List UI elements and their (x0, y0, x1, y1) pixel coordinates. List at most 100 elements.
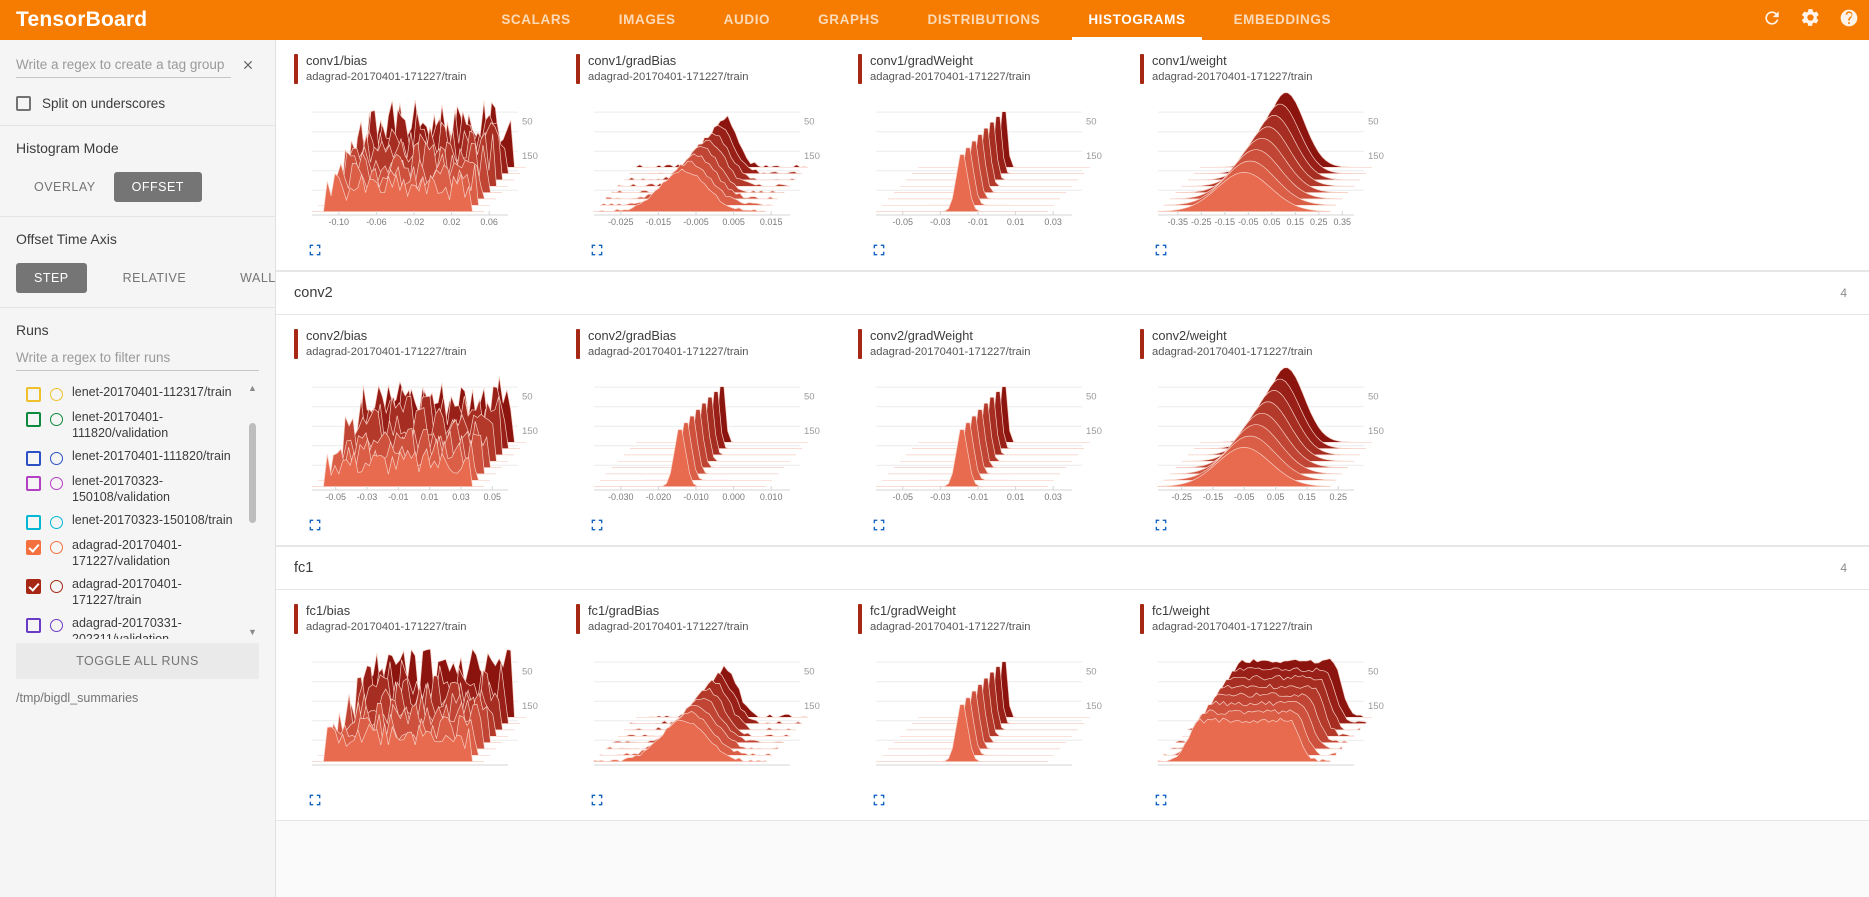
histogram-card[interactable]: conv2/gradWeight adagrad-20170401-171227/… (858, 327, 1140, 541)
run-color-dot[interactable] (50, 477, 63, 490)
histogram-card[interactable]: conv1/gradBias adagrad-20170401-171227/tr… (576, 52, 858, 266)
histogram-card[interactable]: conv1/gradWeight adagrad-20170401-171227/… (858, 52, 1140, 266)
tab-histograms[interactable]: HISTOGRAMS (1064, 0, 1209, 40)
histogram-card[interactable]: conv2/bias adagrad-20170401-171227/train 5… (294, 327, 576, 541)
split-underscores-checkbox[interactable] (16, 96, 31, 111)
run-color-dot[interactable] (50, 413, 63, 426)
help-icon[interactable] (1839, 8, 1859, 33)
offset-axis-step-button[interactable]: STEP (16, 263, 87, 293)
tab-audio[interactable]: AUDIO (723, 12, 771, 27)
run-checkbox[interactable] (26, 579, 41, 594)
expand-icon[interactable] (858, 512, 886, 537)
histogram-card[interactable]: conv2/gradBias adagrad-20170401-171227/tr… (576, 327, 858, 541)
tab-images[interactable]: IMAGES (618, 12, 676, 27)
tag-regex-input[interactable] (16, 55, 231, 78)
tab-scalars[interactable]: SCALARS (501, 12, 571, 27)
histogram-plot[interactable]: 50 150 (858, 642, 1140, 787)
run-color-bar (858, 329, 862, 359)
run-color-dot[interactable] (50, 541, 63, 554)
histogram-card[interactable]: conv1/weight adagrad-20170401-171227/trai… (1140, 52, 1422, 266)
histogram-plot[interactable]: 50 150 -0.05 -0.03 -0.01 0.01 0.03 (858, 367, 1140, 512)
run-color-dot[interactable] (50, 619, 63, 632)
histogram-card[interactable]: fc1/gradBias adagrad-20170401-171227/trai… (576, 602, 858, 816)
tab-distributions[interactable]: DISTRIBUTIONS (927, 12, 1041, 27)
run-item[interactable]: lenet-20170401-111820/train (16, 445, 243, 470)
toggle-all-runs-button[interactable]: TOGGLE ALL RUNS (16, 643, 259, 679)
histogram-card[interactable]: fc1/weight adagrad-20170401-171227/train 5… (1140, 602, 1422, 816)
expand-icon[interactable] (576, 787, 604, 812)
run-item[interactable]: lenet-20170323-150108/validation (16, 470, 243, 509)
histogram-mode-overlay-button[interactable]: OVERLAY (16, 172, 114, 202)
charts-row: conv1/bias adagrad-20170401-171227/train 5… (276, 40, 1869, 270)
run-checkbox[interactable] (26, 387, 41, 402)
histogram-mode-title: Histogram Mode (16, 140, 119, 156)
svg-text:150: 150 (1368, 151, 1384, 162)
scrollbar-thumb[interactable] (249, 423, 256, 523)
expand-icon[interactable] (576, 237, 604, 262)
svg-text:150: 150 (522, 701, 538, 712)
svg-text:150: 150 (1368, 701, 1384, 712)
histogram-mode-section: Histogram Mode OVERLAY OFFSET (0, 126, 275, 217)
histogram-plot[interactable]: 50 150 -0.05 -0.03 -0.01 0.01 0.03 0.05 (294, 367, 576, 512)
group-name: conv2 (294, 285, 333, 301)
card-title: conv1/gradBias (588, 53, 677, 68)
run-color-dot[interactable] (50, 580, 63, 593)
histogram-plot[interactable]: 50 150 -0.10 -0.06 -0.02 0.02 0.06 (294, 92, 576, 237)
expand-icon[interactable] (294, 787, 322, 812)
histogram-plot[interactable]: 50 150 -0.25 -0.15 -0.05 0.05 0.15 0.25 (1140, 367, 1422, 512)
histogram-card[interactable]: fc1/bias adagrad-20170401-171227/train 50 1… (294, 602, 576, 816)
run-checkbox[interactable] (26, 412, 41, 427)
expand-icon[interactable] (294, 237, 322, 262)
run-item[interactable]: adagrad-20170401-171227/validation (16, 534, 243, 573)
refresh-icon[interactable] (1762, 8, 1782, 33)
run-color-dot[interactable] (50, 516, 63, 529)
histogram-card[interactable]: fc1/gradWeight adagrad-20170401-171227/tr… (858, 602, 1140, 816)
card-header: conv2/gradBias adagrad-20170401-171227/tr… (576, 327, 858, 359)
run-checkbox[interactable] (26, 540, 41, 555)
expand-icon[interactable] (294, 512, 322, 537)
run-checkbox[interactable] (26, 451, 41, 466)
run-color-dot[interactable] (50, 452, 63, 465)
run-color-dot[interactable] (50, 388, 63, 401)
run-checkbox[interactable] (26, 515, 41, 530)
run-item[interactable]: lenet-20170323-150108/train (16, 509, 243, 534)
run-item[interactable]: lenet-20170401-112317/train (16, 381, 243, 406)
histogram-plot[interactable]: 50 150 (576, 642, 858, 787)
histogram-plot[interactable]: 50 150 -0.05 -0.03 -0.01 0.01 0.03 (858, 92, 1140, 237)
histogram-card[interactable]: conv1/bias adagrad-20170401-171227/train 5… (294, 52, 576, 266)
histogram-card[interactable]: conv2/weight adagrad-20170401-171227/trai… (1140, 327, 1422, 541)
histogram-plot[interactable]: 50 150 -0.35 -0.25 -0.15 -0.05 0.05 0.15 0.25 0.3… (1140, 92, 1422, 237)
offset-axis-relative-button[interactable]: RELATIVE (105, 263, 205, 293)
run-checkbox[interactable] (26, 476, 41, 491)
histogram-plot[interactable]: 50 150 (1140, 642, 1422, 787)
split-underscores-row[interactable]: Split on underscores (16, 96, 259, 111)
run-item[interactable]: adagrad-20170401-171227/train (16, 573, 243, 612)
scroll-up-icon[interactable]: ▲ (248, 383, 257, 393)
runs-filter-input[interactable] (16, 348, 259, 371)
group-header-conv2[interactable]: conv2 4 (276, 271, 1869, 315)
expand-icon[interactable] (858, 237, 886, 262)
group-header-fc1[interactable]: fc1 4 (276, 546, 1869, 590)
card-run-name: adagrad-20170401-171227/train (1152, 621, 1313, 633)
expand-icon[interactable] (1140, 237, 1168, 262)
runs-list[interactable]: lenet-20170401-112317/train lenet-2017040… (16, 381, 259, 639)
histogram-plot[interactable]: 50 150 -0.030 -0.020 -0.010 0.000 0.010 (576, 367, 858, 512)
scroll-down-icon[interactable]: ▼ (248, 627, 257, 637)
runs-scrollbar[interactable]: ▲ ▼ (247, 381, 257, 639)
settings-icon[interactable] (1800, 7, 1821, 33)
run-checkbox[interactable] (26, 618, 41, 633)
histogram-plot[interactable]: 50 150 -0.025 -0.015 -0.005 0.005 0.015 (576, 92, 858, 237)
run-item[interactable]: lenet-20170401-111820/validation (16, 406, 243, 445)
expand-icon[interactable] (1140, 512, 1168, 537)
close-icon[interactable] (237, 54, 259, 76)
expand-icon[interactable] (858, 787, 886, 812)
histogram-plot[interactable]: 50 150 (294, 642, 576, 787)
offset-axis-wall-button[interactable]: WALL (222, 263, 275, 293)
run-item[interactable]: adagrad-20170331-202311/validation (16, 612, 243, 639)
histogram-mode-offset-button[interactable]: OFFSET (113, 172, 202, 202)
tab-embeddings[interactable]: EMBEDDINGS (1233, 12, 1332, 27)
histogram-dashboard[interactable]: conv1/bias adagrad-20170401-171227/train 5… (276, 40, 1869, 897)
expand-icon[interactable] (1140, 787, 1168, 812)
tab-graphs[interactable]: GRAPHS (818, 12, 880, 27)
expand-icon[interactable] (576, 512, 604, 537)
